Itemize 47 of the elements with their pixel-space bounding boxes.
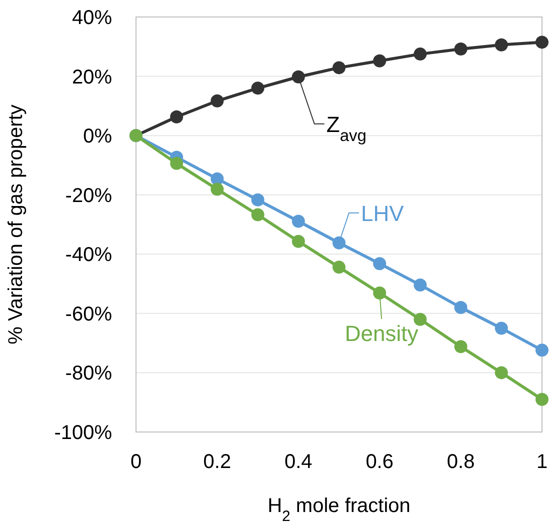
point xyxy=(292,214,305,228)
x-tick-label: 0.4 xyxy=(284,451,312,473)
point xyxy=(454,301,468,314)
point xyxy=(536,392,548,406)
y-tick-label: 20% xyxy=(72,66,112,88)
point xyxy=(332,61,346,74)
point xyxy=(251,82,264,95)
point xyxy=(494,322,508,335)
point xyxy=(414,278,427,292)
point xyxy=(373,286,386,300)
point xyxy=(373,257,386,270)
y-tick-label: -60% xyxy=(65,303,112,326)
point xyxy=(292,234,305,248)
point xyxy=(414,312,427,326)
point xyxy=(494,38,508,52)
x-tick-label: 1 xyxy=(536,451,548,473)
series-label: Z$_{avg}$ xyxy=(326,112,366,145)
x-tick-label: 0.6 xyxy=(366,451,394,473)
point xyxy=(414,48,427,61)
legend-label: LHV xyxy=(361,200,404,226)
point xyxy=(454,42,468,56)
point xyxy=(536,36,548,49)
point xyxy=(292,70,305,84)
point xyxy=(332,260,346,274)
point xyxy=(251,193,264,206)
y-tick-label: -100% xyxy=(54,422,112,444)
x-axis-title: H$_{2}$ mole fraction xyxy=(268,495,410,524)
point xyxy=(332,236,346,250)
x-tick-label: 0.2 xyxy=(203,451,232,473)
point xyxy=(251,208,264,222)
x-tick-label: 0 xyxy=(130,451,142,473)
y-tick-label: 0% xyxy=(83,126,112,148)
point xyxy=(494,366,508,380)
y-axis-title: % Variation of gas property xyxy=(5,104,27,344)
point xyxy=(373,54,386,68)
point xyxy=(536,344,548,357)
y-tick-label: -20% xyxy=(65,184,112,207)
x-tick-label: 0.8 xyxy=(446,451,475,473)
y-tick-label: 40% xyxy=(72,7,112,29)
point xyxy=(210,94,224,108)
point xyxy=(170,156,184,170)
point xyxy=(170,110,184,124)
point xyxy=(454,340,468,354)
series-label: Density xyxy=(344,320,418,346)
point xyxy=(210,182,224,196)
y-tick-label: -40% xyxy=(65,244,112,266)
y-tick-label: -80% xyxy=(65,362,112,385)
